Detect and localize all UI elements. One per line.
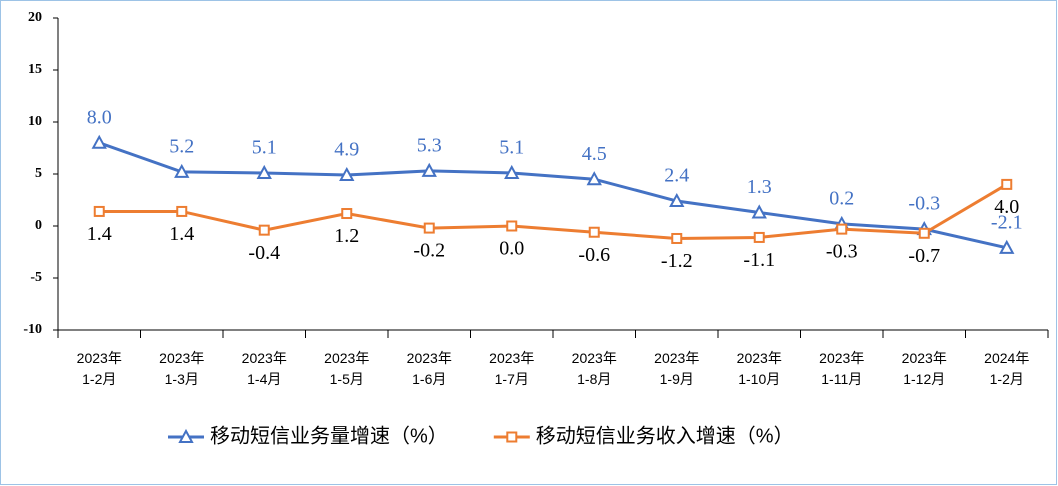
marker (258, 224, 270, 236)
x-tick-label: 2023年 1-8月 (571, 350, 617, 387)
x-tick-label: 2024年 1-2月 (984, 350, 1030, 387)
data-label: -0.6 (578, 244, 610, 266)
legend-label: 移动短信业务收入增速（%） (536, 424, 794, 447)
data-label: -2.1 (991, 211, 1023, 233)
marker (91, 134, 107, 149)
marker (506, 431, 518, 443)
marker (999, 239, 1015, 254)
data-label: 1.3 (747, 176, 772, 198)
data-label: 5.2 (169, 136, 194, 158)
data-label: -0.3 (908, 193, 940, 215)
marker (586, 171, 602, 186)
marker (93, 205, 105, 217)
marker (256, 164, 272, 179)
series-line (98, 141, 1008, 250)
data-label: -1.2 (661, 250, 693, 272)
y-tick-label: -5 (30, 270, 42, 285)
series-line (99, 183, 1008, 240)
data-label: -0.7 (908, 245, 940, 267)
data-label: 0.2 (829, 188, 854, 210)
legend-label: 移动短信业务量增速（%） (210, 424, 448, 447)
marker (506, 220, 518, 232)
marker (751, 204, 767, 219)
x-tick-label: 2023年 1-4月 (241, 350, 287, 387)
marker (174, 163, 190, 178)
data-label: 5.3 (417, 134, 442, 156)
marker (176, 205, 188, 217)
data-label: -0.2 (413, 240, 445, 262)
x-tick-label: 2023年 1-5月 (324, 350, 370, 387)
x-tick-label: 2023年 1-11月 (819, 350, 865, 387)
marker (423, 222, 435, 234)
data-label: 5.1 (252, 137, 277, 159)
x-tick-label: 2023年 1-12月 (901, 350, 947, 387)
y-tick-label: 5 (35, 166, 42, 181)
y-tick-label: 15 (28, 62, 42, 77)
data-label: 1.4 (169, 223, 194, 245)
data-label: -0.4 (248, 242, 280, 264)
data-label: 4.0 (994, 196, 1019, 218)
marker (339, 166, 355, 182)
data-label: -0.3 (826, 241, 858, 263)
marker (421, 162, 437, 177)
data-label: 1.4 (87, 223, 112, 245)
marker (669, 192, 685, 208)
marker (1001, 178, 1013, 190)
data-label: 4.5 (582, 143, 607, 165)
y-tick-label: 20 (28, 10, 42, 25)
marker (918, 227, 930, 239)
marker (504, 164, 520, 179)
data-label: 4.9 (334, 139, 359, 161)
data-label: 8.0 (87, 106, 112, 128)
x-tick-label: 2023年 1-3月 (159, 350, 205, 387)
y-tick-label: -10 (23, 322, 42, 337)
data-label: 0.0 (499, 238, 524, 260)
x-tick-label: 2023年 1-10月 (736, 350, 782, 387)
marker (753, 231, 765, 243)
x-tick-label: 2023年 1-7月 (489, 350, 535, 387)
x-tick-label: 2023年 1-9月 (654, 350, 700, 387)
data-label: 5.1 (499, 137, 524, 159)
x-tick-label: 2023年 1-6月 (406, 350, 452, 387)
data-label: -1.1 (743, 249, 775, 271)
marker (178, 428, 194, 443)
y-tick-label: 0 (35, 218, 42, 233)
data-label: 2.4 (664, 165, 689, 187)
marker (671, 232, 683, 244)
x-tick-label: 2023年 1-2月 (76, 350, 122, 387)
marker (341, 208, 353, 220)
marker (836, 223, 848, 235)
marker (588, 226, 600, 238)
y-tick-label: 10 (28, 114, 42, 129)
data-label: 1.2 (334, 225, 359, 247)
